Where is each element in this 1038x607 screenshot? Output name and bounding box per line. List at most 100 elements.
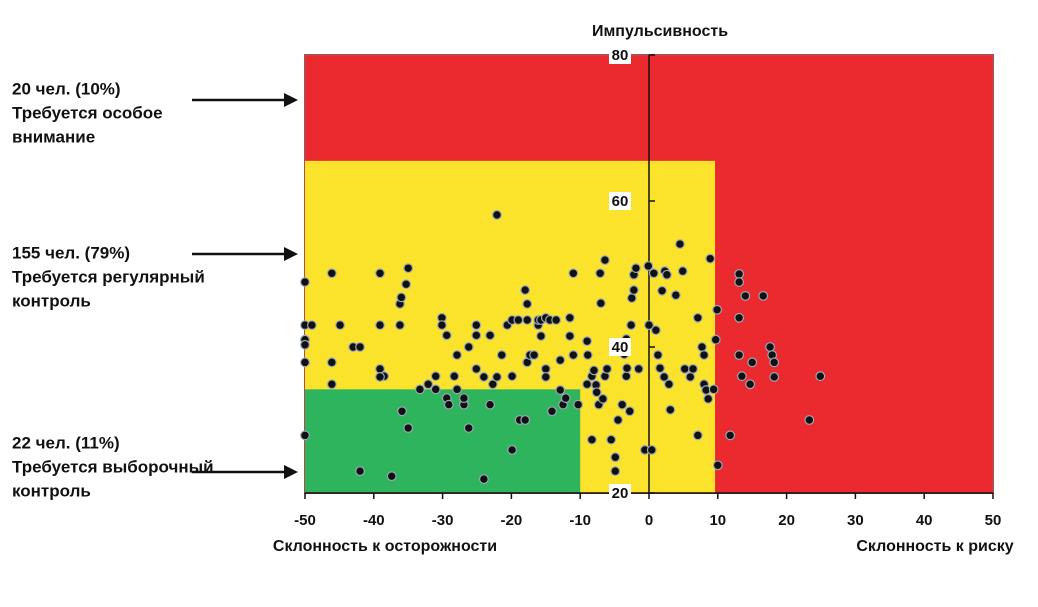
point [591, 387, 602, 398]
point [692, 430, 703, 441]
point [355, 342, 365, 352]
x-tick-label: 20 [778, 512, 795, 529]
point [653, 350, 663, 360]
point [646, 445, 657, 455]
point [452, 350, 462, 360]
annotation: 155 чел. (79%) [12, 243, 130, 262]
point [522, 299, 533, 309]
x-tick-label: 10 [709, 512, 726, 529]
point [769, 357, 780, 368]
point [621, 371, 632, 382]
point [485, 399, 495, 410]
annotation: 22 чел. (11%) [12, 433, 120, 452]
point [677, 266, 688, 276]
point [529, 350, 540, 360]
point [699, 350, 709, 360]
point [437, 320, 447, 331]
point [628, 285, 639, 295]
point [430, 371, 441, 382]
point [734, 269, 745, 279]
y-tick-label-bg [609, 192, 631, 210]
y-tick-label-bg [609, 484, 631, 502]
point [705, 253, 716, 264]
point [471, 320, 482, 331]
point [815, 371, 826, 382]
annotation: Требуется особое [12, 103, 163, 122]
annotation: Требуется выборочный [12, 457, 214, 476]
y-tick-label: 80 [612, 47, 629, 64]
point [769, 372, 780, 382]
point [487, 379, 498, 390]
point [300, 430, 310, 441]
x-tick-label: 0 [645, 512, 653, 529]
point [758, 291, 769, 301]
point [747, 357, 758, 368]
point [564, 312, 575, 323]
annotation: внимание [12, 127, 95, 146]
point [665, 404, 676, 415]
point [661, 269, 672, 280]
x-tick-label: -40 [363, 512, 385, 529]
point [664, 379, 674, 390]
point [617, 399, 628, 410]
point [650, 325, 661, 336]
point [560, 393, 571, 404]
point [675, 239, 685, 249]
zone [305, 389, 581, 493]
point [622, 363, 632, 374]
point [648, 268, 659, 279]
point [745, 379, 756, 390]
point [478, 372, 489, 382]
point [582, 336, 592, 347]
point [414, 384, 425, 395]
point [300, 357, 310, 368]
x-axis-label-high: Склонность к риску [856, 538, 1013, 555]
chart-title: Импульсивность [592, 23, 728, 40]
point [710, 334, 721, 345]
point [586, 434, 597, 445]
x-tick-label: 30 [847, 512, 864, 529]
point [644, 320, 654, 331]
point [492, 372, 502, 382]
point [624, 406, 635, 417]
point [375, 372, 385, 382]
point [740, 291, 751, 301]
point [403, 263, 414, 274]
point [633, 364, 644, 374]
point [547, 406, 557, 417]
point [697, 342, 707, 352]
point [326, 379, 337, 390]
point [520, 415, 531, 425]
y-tick-label-bg [609, 338, 631, 356]
point [520, 285, 531, 295]
point [564, 331, 575, 341]
point [582, 350, 593, 360]
point [492, 209, 502, 220]
point [540, 372, 551, 382]
point [326, 268, 337, 279]
x-tick-label: -20 [501, 512, 523, 529]
point [536, 331, 546, 341]
point [613, 415, 623, 425]
point [463, 342, 474, 352]
point [568, 350, 579, 360]
point [375, 268, 385, 279]
point [355, 466, 365, 477]
point [626, 293, 637, 303]
point [496, 350, 507, 360]
point [670, 290, 681, 301]
point [610, 466, 621, 477]
point [626, 320, 637, 331]
point [692, 312, 703, 323]
x-tick-label: 50 [985, 512, 1002, 529]
annotation: контроль [12, 481, 91, 500]
point [606, 434, 617, 445]
annotation: контроль [12, 291, 91, 310]
point [712, 460, 723, 471]
point [396, 292, 407, 303]
point [326, 357, 337, 368]
point [375, 320, 385, 331]
point [522, 315, 533, 325]
point [449, 371, 460, 382]
